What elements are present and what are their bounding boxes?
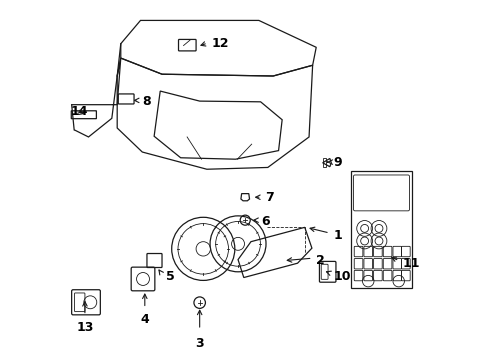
Text: 5: 5 (165, 270, 174, 283)
Text: 4: 4 (140, 314, 149, 327)
Text: 7: 7 (265, 192, 273, 204)
Text: 14: 14 (70, 105, 88, 118)
Text: 6: 6 (261, 215, 270, 228)
Text: 1: 1 (333, 229, 342, 242)
Text: 2: 2 (316, 254, 325, 267)
Text: 9: 9 (333, 156, 342, 169)
Text: 13: 13 (76, 320, 93, 334)
Text: 10: 10 (333, 270, 350, 283)
Text: 12: 12 (211, 36, 228, 50)
Text: 11: 11 (402, 257, 420, 270)
Text: 8: 8 (142, 95, 151, 108)
Text: 3: 3 (195, 337, 203, 350)
